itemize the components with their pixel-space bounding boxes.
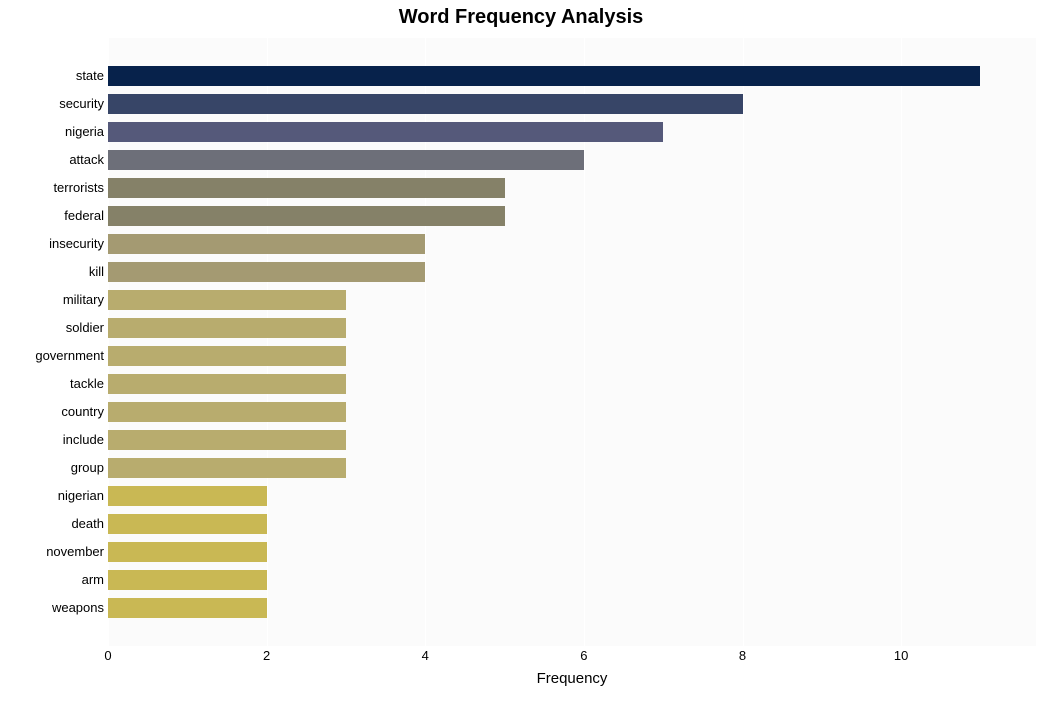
y-tick-label: death xyxy=(0,516,104,531)
bar xyxy=(108,66,980,86)
y-tick-label: kill xyxy=(0,264,104,279)
bar xyxy=(108,262,425,282)
y-tick-label: military xyxy=(0,292,104,307)
bar xyxy=(108,374,346,394)
y-tick-label: weapons xyxy=(0,600,104,615)
bar xyxy=(108,486,267,506)
y-tick-label: arm xyxy=(0,572,104,587)
x-axis-label: Frequency xyxy=(108,670,1036,687)
y-tick-label: tackle xyxy=(0,376,104,391)
y-tick-label: attack xyxy=(0,152,104,167)
x-tick-label: 6 xyxy=(580,648,587,663)
y-axis-labels: state security nigeria attack terrorists fede… xyxy=(0,38,104,646)
chart-title: Word Frequency Analysis xyxy=(0,6,1042,29)
bar xyxy=(108,318,346,338)
bar xyxy=(108,514,267,534)
bar xyxy=(108,122,663,142)
bar xyxy=(108,178,505,198)
x-tick-label: 10 xyxy=(894,648,908,663)
y-tick-label: group xyxy=(0,460,104,475)
y-tick-label: government xyxy=(0,348,104,363)
y-tick-label: federal xyxy=(0,208,104,223)
bar xyxy=(108,290,346,310)
bar xyxy=(108,542,267,562)
bar xyxy=(108,598,267,618)
x-tick-label: 2 xyxy=(263,648,270,663)
x-tick-label: 8 xyxy=(739,648,746,663)
bar xyxy=(108,458,346,478)
bar xyxy=(108,570,267,590)
y-tick-label: include xyxy=(0,432,104,447)
bar xyxy=(108,402,346,422)
x-axis-ticks: 0246810 xyxy=(108,648,1036,668)
plot-area xyxy=(108,38,1036,646)
bars-container xyxy=(108,38,1036,646)
y-tick-label: nigeria xyxy=(0,124,104,139)
x-tick-label: 0 xyxy=(104,648,111,663)
bar xyxy=(108,234,425,254)
bar xyxy=(108,346,346,366)
bar xyxy=(108,94,743,114)
bar xyxy=(108,430,346,450)
y-tick-label: soldier xyxy=(0,320,104,335)
y-tick-label: country xyxy=(0,404,104,419)
word-frequency-chart: Word Frequency Analysis state security nig… xyxy=(0,0,1042,701)
y-tick-label: insecurity xyxy=(0,236,104,251)
x-tick-label: 4 xyxy=(422,648,429,663)
y-tick-label: nigerian xyxy=(0,488,104,503)
y-tick-label: security xyxy=(0,96,104,111)
y-tick-label: november xyxy=(0,544,104,559)
y-tick-label: terrorists xyxy=(0,180,104,195)
bar xyxy=(108,206,505,226)
bar xyxy=(108,150,584,170)
y-tick-label: state xyxy=(0,68,104,83)
